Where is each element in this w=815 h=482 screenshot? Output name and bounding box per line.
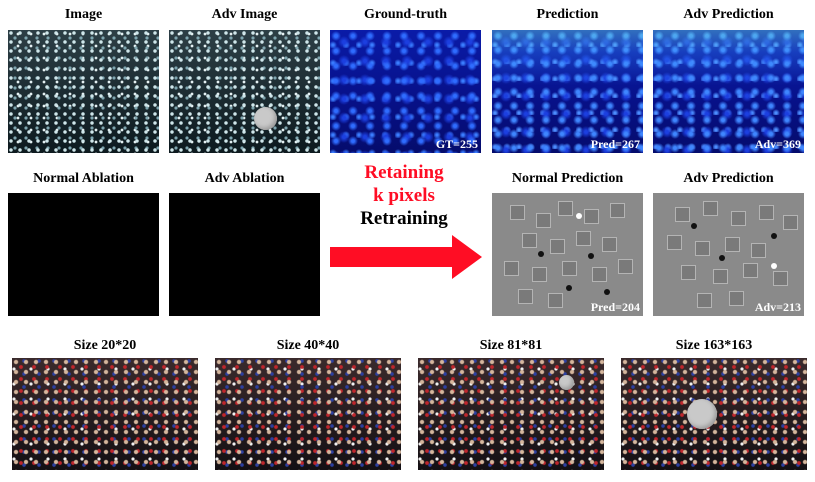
title-image: Image: [64, 7, 103, 22]
title-prediction: Prediction: [536, 7, 599, 22]
title-size-20: Size 20*20: [73, 338, 137, 353]
title-adv-image: Adv Image: [211, 7, 278, 22]
title-size-40: Size 40*40: [276, 338, 340, 353]
title-size-163: Size 163*163: [675, 338, 753, 353]
prediction-panel: Pred=267: [492, 30, 643, 153]
adv-prediction-panel: Adv=369: [653, 30, 804, 153]
size-40-panel: [215, 358, 401, 470]
adversarial-patch: [254, 107, 277, 130]
arrow-text-k-pixels: k pixels: [373, 185, 435, 206]
ground-truth-panel: GT=255: [330, 30, 481, 153]
adv-pred-count-label: Adv=213: [754, 300, 801, 314]
size-163-panel: [621, 358, 807, 470]
title-ground-truth: Ground-truth: [364, 7, 447, 22]
title-normal-prediction: Normal Prediction: [511, 171, 624, 186]
arrow-text-retraining: Retraining: [360, 208, 448, 229]
title-adv-ablation: Adv Ablation: [204, 171, 285, 186]
patch-81: [559, 375, 574, 390]
title-size-81: Size 81*81: [479, 338, 543, 353]
size-20-panel: [12, 358, 198, 470]
normal-prediction-panel: Pred=204: [492, 193, 643, 316]
adv-count-label: Adv=369: [754, 137, 801, 151]
image-panel: [8, 30, 159, 153]
size-81-panel: [418, 358, 604, 470]
normal-ablation-panel: [8, 193, 159, 316]
right-arrow-icon: [330, 235, 482, 279]
gt-count-label: GT=255: [435, 137, 478, 151]
title-adv-prediction-2: Adv Prediction: [683, 171, 774, 186]
adv-ablation-panel: [169, 193, 320, 316]
title-adv-prediction: Adv Prediction: [683, 7, 774, 22]
adv-image-panel: [169, 30, 320, 153]
pred-count-label: Pred=267: [590, 137, 640, 151]
patch-163: [687, 399, 717, 429]
normal-pred-count-label: Pred=204: [590, 300, 640, 314]
adv-prediction-panel-2: Adv=213: [653, 193, 804, 316]
title-normal-ablation: Normal Ablation: [33, 171, 134, 186]
arrow-text-retaining: Retaining: [364, 162, 444, 183]
